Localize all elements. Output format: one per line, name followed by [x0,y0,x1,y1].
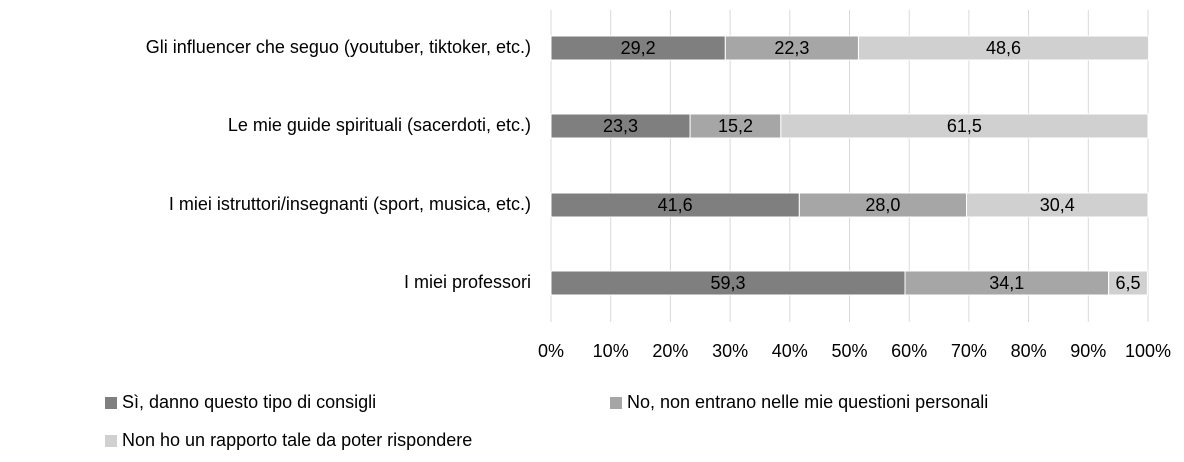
bar-segment [550,35,726,61]
x-tick-label: 40% [772,341,808,361]
y-tick-label: Le mie guide spirituali (sacerdoti, etc.… [228,115,531,135]
legend-label: Sì, danno questo tipo di consigli [122,392,376,412]
bar-segment [966,192,1149,218]
y-tick-label: I miei istruttori/insegnanti (sport, mus… [169,194,531,214]
value-label: 22,3 [774,38,809,58]
value-label: 61,5 [947,116,982,136]
x-tick-label: 30% [712,341,748,361]
bar-segment [904,270,1110,296]
x-tick-label: 100% [1125,341,1171,361]
value-label: 29,2 [621,38,656,58]
x-tick-label: 50% [831,341,867,361]
legend-label: Non ho un rapporto tale da poter rispond… [122,430,472,450]
bar-segment [689,113,782,139]
value-label: 6,5 [1115,273,1140,293]
bar-segment [780,113,1149,139]
x-tick-label: 80% [1011,341,1047,361]
value-label: 28,0 [865,195,900,215]
x-tick-label: 60% [891,341,927,361]
bar-segment [550,113,691,139]
value-label: 59,3 [710,273,745,293]
y-tick-label: Gli influencer che seguo (youtuber, tikt… [146,37,531,57]
x-tick-label: 90% [1070,341,1106,361]
x-tick-label: 70% [951,341,987,361]
x-tick-label: 0% [538,341,564,361]
value-label: 41,6 [658,195,693,215]
value-label: 34,1 [989,273,1024,293]
legend-swatch [105,435,117,447]
bar-segment [857,35,1150,61]
legend-swatch [610,397,622,409]
bar-segment [1108,270,1148,296]
bar-segment [550,270,906,296]
y-tick-label: I miei professori [404,272,531,292]
value-label: 15,2 [718,116,753,136]
value-label: 30,4 [1040,195,1075,215]
legend-label: No, non entrano nelle mie questioni pers… [627,392,988,412]
legend-swatch [105,397,117,409]
x-tick-label: 10% [593,341,629,361]
x-tick-label: 20% [652,341,688,361]
bar-segment [724,35,859,61]
value-label: 23,3 [603,116,638,136]
value-label: 48,6 [986,38,1021,58]
bar-segment [550,192,800,218]
